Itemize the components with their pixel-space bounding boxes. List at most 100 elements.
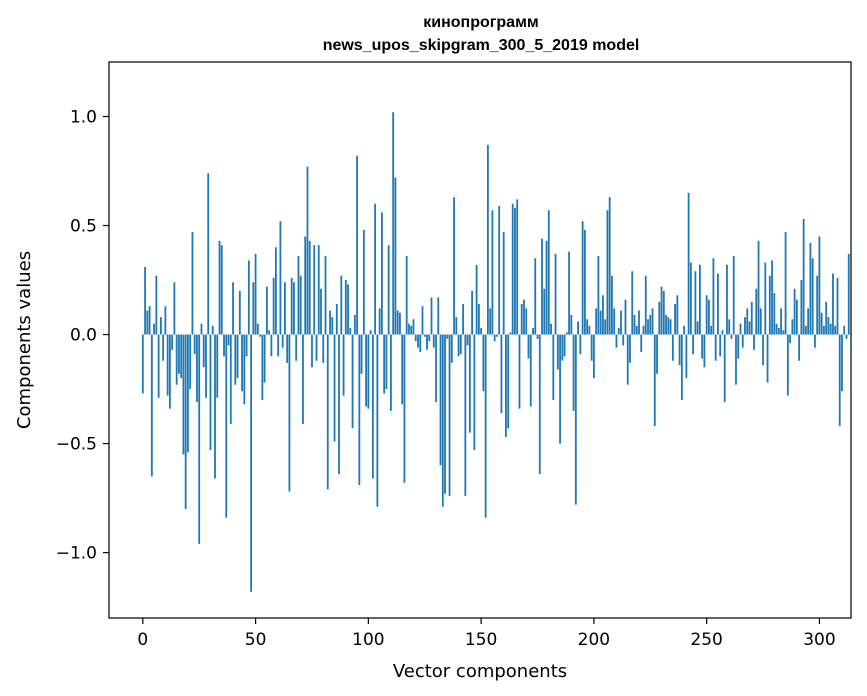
bar bbox=[599, 310, 602, 335]
bar bbox=[299, 275, 302, 335]
bar bbox=[281, 334, 284, 348]
bar bbox=[256, 323, 259, 335]
bar bbox=[660, 286, 663, 335]
bar bbox=[493, 334, 496, 342]
y-tick-label: −0.5 bbox=[56, 435, 97, 455]
bar bbox=[744, 317, 746, 335]
bar bbox=[320, 288, 322, 335]
bar bbox=[717, 273, 719, 335]
bar bbox=[676, 295, 679, 335]
bar bbox=[579, 334, 582, 355]
bar bbox=[723, 334, 726, 403]
bar bbox=[340, 275, 343, 335]
bar bbox=[651, 308, 654, 335]
bar bbox=[703, 334, 706, 368]
bar bbox=[793, 288, 796, 335]
bar bbox=[168, 334, 171, 409]
bar bbox=[175, 334, 178, 385]
bar bbox=[450, 334, 453, 363]
bar bbox=[428, 334, 431, 342]
bar bbox=[191, 232, 194, 335]
bar bbox=[547, 210, 550, 335]
bar bbox=[514, 208, 516, 335]
bar bbox=[331, 317, 334, 335]
bar bbox=[541, 238, 543, 335]
bar bbox=[687, 192, 690, 335]
bar bbox=[712, 258, 715, 335]
bar bbox=[245, 334, 248, 357]
bar bbox=[491, 210, 494, 335]
bar bbox=[157, 334, 160, 398]
y-axis: −1.0 −0.5 0.0 0.5 1.0 bbox=[56, 108, 109, 564]
bar bbox=[622, 334, 625, 346]
bar bbox=[356, 155, 358, 335]
bar bbox=[351, 334, 354, 429]
bar bbox=[446, 334, 449, 339]
bar bbox=[678, 334, 681, 366]
x-axis-label: Vector components bbox=[393, 661, 567, 682]
bar bbox=[633, 314, 636, 335]
y-axis-label: Components values bbox=[14, 251, 35, 429]
bar bbox=[166, 334, 169, 396]
bar bbox=[795, 299, 798, 335]
bar bbox=[705, 295, 708, 335]
bar bbox=[410, 325, 413, 335]
bar bbox=[401, 334, 404, 405]
bar bbox=[730, 334, 733, 339]
bar bbox=[635, 325, 638, 335]
bar bbox=[338, 334, 340, 475]
bar bbox=[374, 203, 377, 335]
bar bbox=[847, 253, 850, 335]
bars-group bbox=[141, 112, 852, 592]
bar bbox=[148, 306, 151, 335]
bar bbox=[457, 334, 460, 357]
bar bbox=[807, 308, 810, 335]
bar bbox=[611, 275, 613, 335]
bar bbox=[671, 334, 674, 361]
bar bbox=[563, 334, 566, 357]
bar bbox=[768, 275, 771, 335]
bar bbox=[360, 334, 363, 374]
bar bbox=[178, 334, 180, 374]
bar bbox=[644, 275, 647, 335]
bar bbox=[698, 264, 701, 335]
bar bbox=[755, 288, 758, 335]
bar bbox=[764, 262, 767, 335]
bar bbox=[516, 199, 519, 335]
bar bbox=[834, 325, 837, 335]
bar bbox=[802, 218, 805, 335]
bar bbox=[662, 290, 665, 335]
bar bbox=[295, 334, 298, 361]
bar bbox=[753, 334, 755, 350]
bar bbox=[270, 334, 273, 357]
bar bbox=[710, 325, 713, 335]
bar bbox=[265, 286, 268, 335]
bar bbox=[680, 334, 683, 400]
bar bbox=[484, 334, 487, 518]
bar bbox=[525, 308, 528, 335]
bar bbox=[223, 334, 225, 357]
bar bbox=[259, 334, 261, 337]
bar bbox=[187, 334, 189, 453]
bar bbox=[162, 334, 165, 361]
bar bbox=[759, 308, 762, 335]
x-axis: 0 50 100 150 200 250 300 bbox=[137, 618, 836, 650]
bar bbox=[534, 258, 537, 335]
bar bbox=[304, 236, 307, 335]
bar bbox=[538, 334, 541, 475]
bar bbox=[586, 319, 589, 335]
bar bbox=[423, 334, 426, 337]
bar bbox=[218, 240, 221, 335]
bar bbox=[750, 301, 753, 335]
bar bbox=[439, 334, 442, 466]
bar bbox=[214, 334, 216, 479]
chart-subtitle: news_upos_skipgram_300_5_2019 model bbox=[323, 37, 640, 54]
bar bbox=[701, 334, 704, 359]
bar bbox=[507, 334, 510, 429]
bar bbox=[746, 308, 749, 335]
bar bbox=[665, 314, 667, 335]
bar bbox=[430, 297, 433, 335]
bar bbox=[333, 334, 336, 442]
bar bbox=[313, 245, 316, 335]
bar bbox=[843, 325, 846, 335]
